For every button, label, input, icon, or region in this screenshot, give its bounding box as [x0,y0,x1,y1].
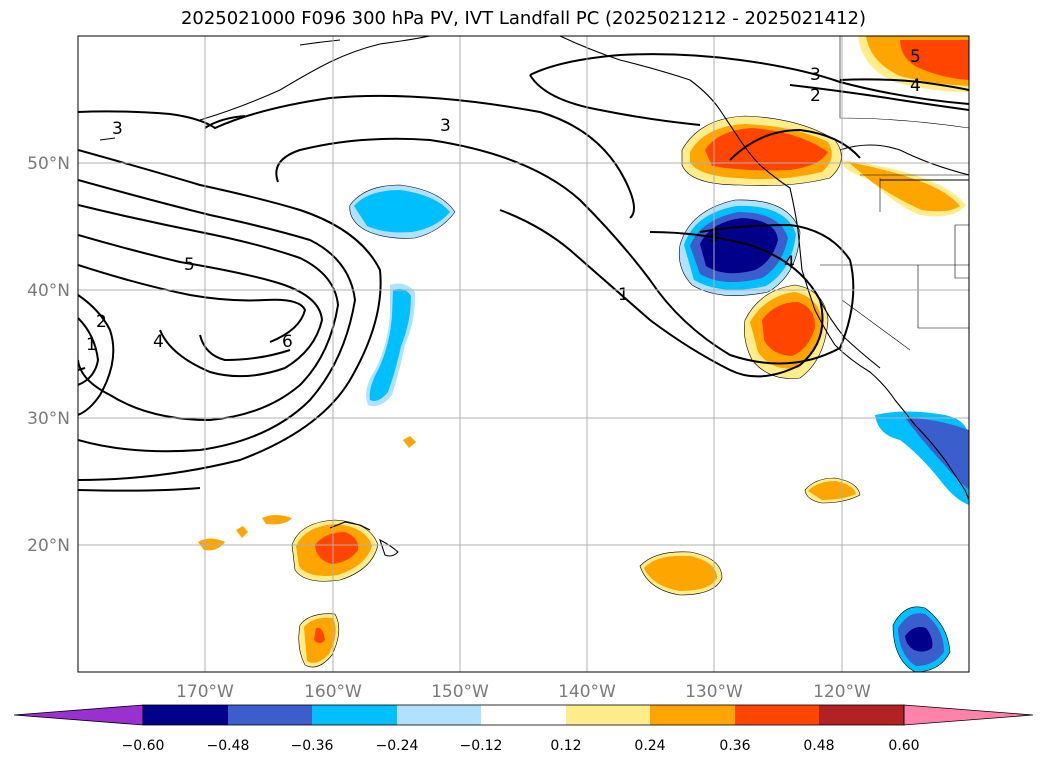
coastline-hawaii [329,521,371,531]
latitude-label: 50°N [27,154,70,174]
colorbar-segment [481,705,566,725]
contour-labels: 3 3 3 2 5 4 2 1 5 4 6 1 3 4 [86,47,921,355]
longitude-label: 120°W [813,682,871,702]
colorbar-tick-label: 0.24 [634,738,665,754]
contour-label: 6 [282,332,293,352]
colorbar-extend-min [13,704,144,726]
colorbar [13,704,1034,726]
contour-label: 5 [910,47,921,67]
latitude-label: 40°N [27,281,70,301]
colorbar-tick-label: 0.36 [719,738,750,754]
contour-label: 2 [810,86,821,106]
contour-3-north [78,94,635,219]
colorbar-segment [819,705,904,725]
contour-1 [499,209,824,378]
contour-label: 4 [784,253,795,273]
contour-label: 4 [910,76,921,96]
colorbar-extend-max [903,704,1034,726]
contour-label: 4 [153,332,164,352]
longitude-label: 140°W [558,682,616,702]
colorbar-tick-label: −0.36 [291,738,334,754]
contour-label: 3 [112,119,123,139]
colorbar-tick-label: −0.12 [460,738,503,754]
map-title: 2025021000 F096 300 hPa PV, IVT Landfall… [180,8,867,29]
colorbar-segment [566,705,650,725]
colorbar-segment [650,705,735,725]
colorbar-tick-label: −0.24 [376,738,419,754]
contour-label: 1 [618,285,629,305]
colorbar-tick-label: 0.48 [803,738,834,754]
longitude-labels: 170°W 160°W 150°W 140°W 130°W 120°W [176,682,871,702]
coastline-aleutians [199,36,431,121]
coastline-north-america [559,36,969,501]
colorbar-segment [397,705,481,725]
colorbar-segment [312,705,397,725]
colorbar-tick-label: −0.48 [207,738,250,754]
colorbar-tick-label: 0.60 [888,738,919,754]
contour-label: 3 [810,65,821,85]
longitude-label: 150°W [431,682,489,702]
plot-frame [77,35,970,673]
contour-label: 3 [440,116,451,136]
longitude-label: 160°W [304,682,362,702]
contour-label: 5 [184,255,195,275]
pv-contours [78,53,969,492]
colorbar-segment [735,705,819,725]
anomaly-outlines [291,115,951,672]
colorbar-segment [228,705,312,725]
colorbar-segment [143,705,228,725]
colorbar-labels: −0.60 −0.48 −0.36 −0.24 −0.12 0.12 0.24 … [122,738,920,754]
longitude-label: 130°W [685,682,743,702]
contour-label: 1 [86,335,97,355]
coastlines [99,36,969,557]
longitude-label: 170°W [176,682,234,702]
contour-label: 2 [96,312,107,332]
latitude-label: 20°N [27,536,70,556]
colorbar-tick-label: −0.60 [122,738,165,754]
political-borders [820,36,969,351]
latitude-labels: 50°N 40°N 30°N 20°N [27,154,70,556]
colorbar-tick-label: 0.12 [550,738,581,754]
contour-3-low [275,137,855,365]
gridlines [78,36,969,672]
latitude-label: 30°N [27,409,70,429]
contour-label: 3 [708,227,719,247]
